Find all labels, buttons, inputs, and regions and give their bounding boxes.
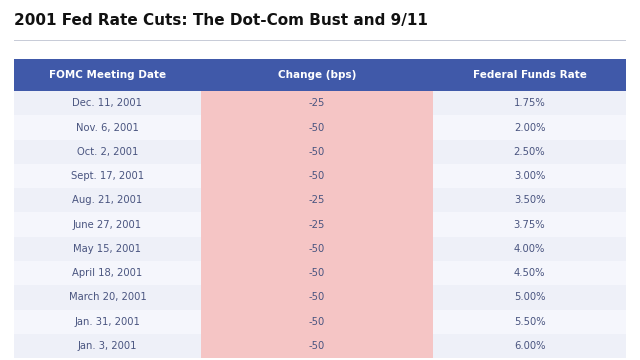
Text: -50: -50	[309, 317, 325, 327]
Text: 2.50%: 2.50%	[514, 147, 545, 157]
Text: March 20, 2001: March 20, 2001	[68, 292, 147, 302]
Text: -50: -50	[309, 244, 325, 254]
Text: Change (bps): Change (bps)	[278, 70, 356, 80]
Text: 4.00%: 4.00%	[514, 244, 545, 254]
Text: 3.75%: 3.75%	[514, 220, 545, 230]
Text: Jan. 31, 2001: Jan. 31, 2001	[74, 317, 140, 327]
Text: Sept. 17, 2001: Sept. 17, 2001	[71, 171, 144, 181]
Text: Aug. 21, 2001: Aug. 21, 2001	[72, 195, 143, 205]
Text: 2.00%: 2.00%	[514, 122, 545, 132]
Text: -50: -50	[309, 171, 325, 181]
Text: June 27, 2001: June 27, 2001	[73, 220, 142, 230]
Text: Dec. 11, 2001: Dec. 11, 2001	[72, 98, 142, 108]
Text: Oct. 2, 2001: Oct. 2, 2001	[77, 147, 138, 157]
Text: -25: -25	[308, 195, 325, 205]
Text: Jan. 3, 2001: Jan. 3, 2001	[77, 341, 137, 351]
Text: May 15, 2001: May 15, 2001	[74, 244, 141, 254]
Text: -25: -25	[308, 98, 325, 108]
Text: 5.50%: 5.50%	[514, 317, 545, 327]
Text: Nov. 6, 2001: Nov. 6, 2001	[76, 122, 139, 132]
Text: -50: -50	[309, 122, 325, 132]
Text: 4.50%: 4.50%	[514, 268, 545, 278]
Text: -50: -50	[309, 268, 325, 278]
Text: 6.00%: 6.00%	[514, 341, 545, 351]
Text: -50: -50	[309, 341, 325, 351]
Text: 3.50%: 3.50%	[514, 195, 545, 205]
Text: -50: -50	[309, 292, 325, 302]
Text: 3.00%: 3.00%	[514, 171, 545, 181]
Text: 1.75%: 1.75%	[514, 98, 545, 108]
Text: Federal Funds Rate: Federal Funds Rate	[472, 70, 586, 80]
Text: -50: -50	[309, 147, 325, 157]
Text: FOMC Meeting Date: FOMC Meeting Date	[49, 70, 166, 80]
Text: -25: -25	[308, 220, 325, 230]
Text: 2001 Fed Rate Cuts: The Dot-Com Bust and 9/11: 2001 Fed Rate Cuts: The Dot-Com Bust and…	[14, 13, 428, 28]
Text: April 18, 2001: April 18, 2001	[72, 268, 143, 278]
Text: 5.00%: 5.00%	[514, 292, 545, 302]
